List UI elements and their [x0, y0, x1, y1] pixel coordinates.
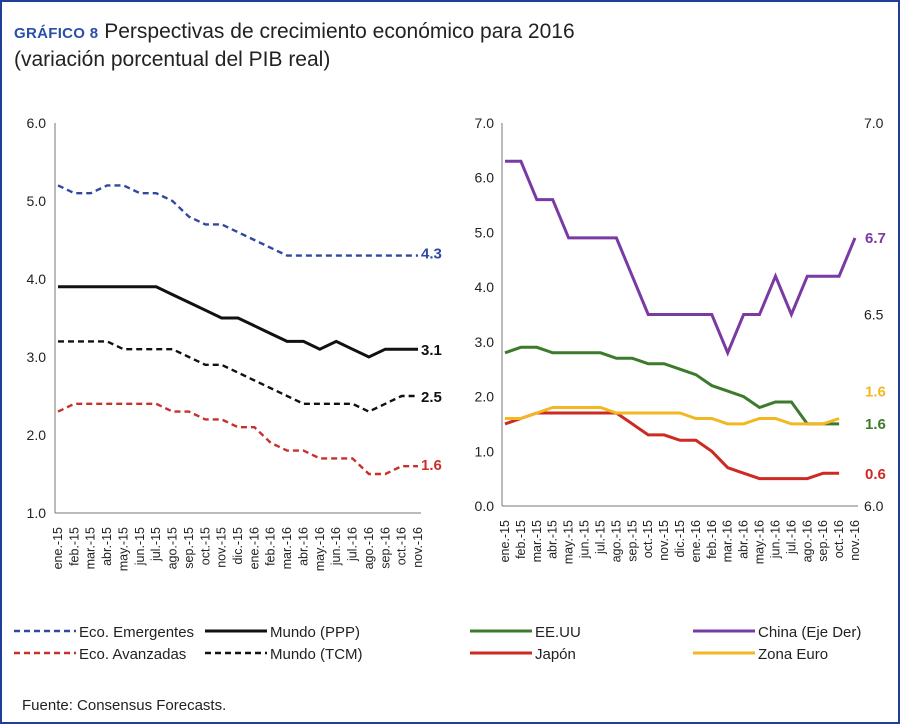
right-chart-category-label: sep.-15 [625, 520, 639, 562]
right-chart-category-label: feb.-15 [514, 520, 528, 559]
right-chart-series-china-eje-der-end-label: 6.7 [865, 230, 886, 247]
left-chart-category-label: mar.-15 [84, 527, 98, 569]
left-chart-category-label: jul.-15 [149, 527, 163, 562]
right-chart-category-label: dic.-15 [673, 520, 687, 558]
left-chart-category-label: nov.-15 [215, 527, 229, 568]
figure-title-text: Perspectivas de crecimiento económico pa… [104, 20, 575, 43]
right-chart-category-label: abr.-16 [737, 520, 751, 559]
right-chart-category-label: mar.-16 [721, 520, 735, 562]
left-chart-category-label: oct.-16 [395, 527, 409, 565]
right-chart-category-label: may.-15 [562, 520, 576, 564]
right-chart-series-ee-uu [504, 345, 840, 426]
right-chart-ytick-label: 2.0 [475, 389, 495, 405]
right-chart-category-label: may.-16 [753, 520, 767, 564]
right-chart-category-label: mar.-15 [530, 520, 544, 562]
source-note: Fuente: Consensus Forecasts. [22, 697, 227, 714]
right-chart-ytick-label: 4.0 [475, 279, 495, 295]
left-chart-category-label: dic.-15 [231, 527, 245, 565]
right-chart-category-label: sep.-16 [816, 520, 830, 562]
legend-mundo-ppp-label: Mundo (PPP) [270, 624, 360, 641]
right-chart-series-zona-euro-end-label: 1.6 [865, 383, 886, 400]
legend-jap-n-label: Japón [535, 646, 576, 663]
right-chart-y2tick-label: 7.0 [864, 115, 884, 131]
left-chart-ytick-label: 3.0 [27, 349, 47, 365]
right-chart-category-label: nov.-15 [657, 520, 671, 561]
left-chart-category-label: oct.-15 [198, 527, 212, 565]
left-chart-category-label: may.-15 [116, 527, 130, 571]
right-chart-series-zona-euro [505, 406, 840, 426]
left-chart-category-label: feb.-16 [264, 527, 278, 566]
right-chart-ytick-label: 6.0 [475, 170, 495, 186]
right-chart-y2tick-label: 6.0 [864, 498, 884, 514]
legend-mundo-tcm-label: Mundo (TCM) [270, 646, 363, 663]
right-chart-category-label: oct.-16 [832, 520, 846, 558]
left-chart-series-eco-emergentes-end-label: 4.3 [421, 246, 442, 263]
right-chart-series-ee-uu-end-label: 1.6 [865, 416, 886, 433]
left-chart-series-mundo-ppp-end-label: 3.1 [421, 342, 442, 359]
left-chart-category-label: jun.-15 [133, 527, 147, 566]
left-chart-category-label: sep.-16 [378, 527, 392, 569]
left-chart-ytick-label: 6.0 [27, 115, 47, 131]
right-chart-category-label: oct.-15 [641, 520, 655, 558]
right-chart-ytick-label: 1.0 [475, 443, 495, 459]
figure-subtitle: (variación porcentual del PIB real) [14, 47, 331, 71]
right-chart-category-label: ago.-16 [800, 520, 814, 562]
left-chart-category-label: ago.-16 [362, 527, 376, 569]
left-chart-series-eco-avanzadas [57, 402, 418, 476]
legend-eco-avanzadas-label: Eco. Avanzadas [79, 646, 186, 663]
figure-title: GRÁFICO 8 Perspectivas de crecimiento ec… [14, 18, 575, 73]
left-chart-category-label: feb.-15 [67, 527, 81, 566]
left-chart-ytick-label: 4.0 [27, 271, 47, 287]
legend-ee-uu-label: EE.UU [535, 624, 581, 641]
left-chart-ytick-label: 1.0 [27, 505, 47, 521]
left-chart-category-label: ene.-16 [247, 527, 261, 569]
right-chart-series-jap-n [504, 411, 840, 481]
right-chart-series-jap-n-end-label: 0.6 [865, 466, 886, 483]
left-chart-series-mundo-tcm [58, 340, 418, 413]
right-chart-series-china-eje-der [505, 159, 857, 357]
right-chart-ytick-label: 0.0 [475, 498, 495, 514]
left-chart-category-label: abr.-15 [100, 527, 114, 566]
left-chart-ytick-label: 2.0 [27, 427, 47, 443]
legend-eco-emergentes-label: Eco. Emergentes [79, 624, 194, 641]
left-chart-series-eco-emergentes [57, 184, 418, 257]
right-chart-category-label: jun.-15 [578, 520, 592, 559]
right-chart-ytick-label: 7.0 [475, 115, 495, 131]
left-chart-category-label: sep.-15 [182, 527, 196, 569]
figure-label: GRÁFICO 8 [14, 25, 99, 42]
right-chart-ytick-label: 3.0 [475, 334, 495, 350]
right-chart-category-label: jun.-16 [768, 520, 782, 559]
right-chart-category-label: jul.-15 [593, 520, 607, 555]
legend-china-eje-der-label: China (Eje Der) [758, 624, 861, 641]
right-chart-category-label: jul.-16 [784, 520, 798, 555]
right-chart-category-label: nov.-16 [848, 520, 862, 561]
right-chart-y2tick-label: 6.5 [864, 307, 884, 323]
right-chart-category-label: ene.-16 [689, 520, 703, 562]
right-chart-category-label: ago.-15 [609, 520, 623, 562]
left-chart-series-mundo-tcm-end-label: 2.5 [421, 389, 442, 406]
left-chart-ytick-label: 5.0 [27, 193, 47, 209]
left-chart-category-label: jul.-16 [346, 527, 360, 562]
left-chart-category-label: ago.-15 [166, 527, 180, 569]
left-chart-series-eco-avanzadas-end-label: 1.6 [421, 457, 442, 474]
legend-zona-euro-label: Zona Euro [758, 646, 828, 663]
left-chart-category-label: may.-16 [313, 527, 327, 571]
right-chart-ytick-label: 5.0 [475, 224, 495, 240]
left-chart-category-label: abr.-16 [296, 527, 310, 566]
right-chart-category-label: abr.-15 [546, 520, 560, 559]
left-chart-category-label: mar.-16 [280, 527, 294, 569]
left-chart-category-label: jun.-16 [329, 527, 343, 566]
left-chart-category-label: ene.-15 [51, 527, 65, 569]
right-chart-category-label: ene.-15 [498, 520, 512, 562]
left-chart-series-mundo-ppp [58, 285, 418, 359]
right-chart-category-label: feb.-16 [705, 520, 719, 559]
left-chart-category-label: nov.-16 [411, 527, 425, 568]
